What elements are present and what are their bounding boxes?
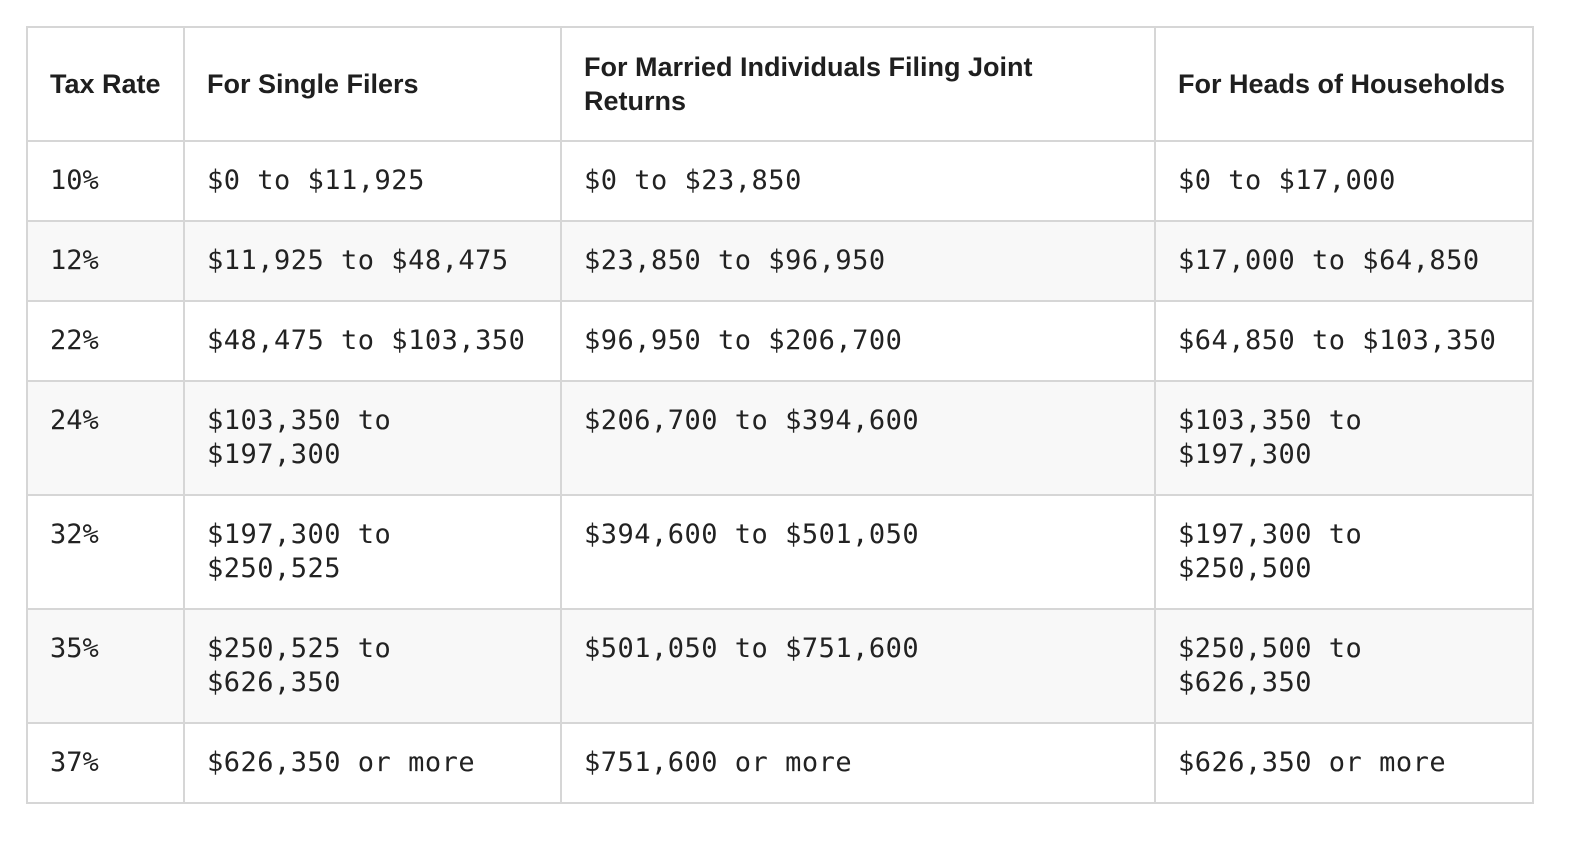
hoh-range-cell: $64,850 to $103,350: [1154, 300, 1534, 382]
header-tax-rate: Tax Rate: [26, 26, 185, 142]
single-range-cell: $48,475 to $103,350: [183, 300, 562, 382]
single-range-cell: $626,350 or more: [183, 722, 562, 804]
table-row: 10% $0 to $11,925 $0 to $23,850 $0 to $1…: [26, 140, 1534, 222]
single-range-cell: $103,350 to $197,300: [183, 380, 562, 496]
rate-cell: 32%: [26, 494, 185, 610]
table-header-row: Tax Rate For Single Filers For Married I…: [26, 26, 1534, 142]
rate-cell: 37%: [26, 722, 185, 804]
header-married-joint: For Married Individuals Filing Joint Ret…: [560, 26, 1156, 142]
single-range-cell: $197,300 to $250,525: [183, 494, 562, 610]
married-range-cell: $0 to $23,850: [560, 140, 1156, 222]
married-range-cell: $96,950 to $206,700: [560, 300, 1156, 382]
rate-cell: 12%: [26, 220, 185, 302]
hoh-range-cell: $626,350 or more: [1154, 722, 1534, 804]
hoh-range-cell: $103,350 to $197,300: [1154, 380, 1534, 496]
hoh-range-cell: $197,300 to $250,500: [1154, 494, 1534, 610]
single-range-cell: $250,525 to $626,350: [183, 608, 562, 724]
header-single-filers: For Single Filers: [183, 26, 562, 142]
tax-bracket-table: Tax Rate For Single Filers For Married I…: [26, 26, 1534, 804]
hoh-range-cell: $17,000 to $64,850: [1154, 220, 1534, 302]
table-row: 32% $197,300 to $250,525 $394,600 to $50…: [26, 494, 1534, 610]
rate-cell: 22%: [26, 300, 185, 382]
rate-cell: 24%: [26, 380, 185, 496]
single-range-cell: $0 to $11,925: [183, 140, 562, 222]
rate-cell: 10%: [26, 140, 185, 222]
table-row: 24% $103,350 to $197,300 $206,700 to $39…: [26, 380, 1534, 496]
table-row: 35% $250,525 to $626,350 $501,050 to $75…: [26, 608, 1534, 724]
married-range-cell: $23,850 to $96,950: [560, 220, 1156, 302]
married-range-cell: $751,600 or more: [560, 722, 1156, 804]
married-range-cell: $501,050 to $751,600: [560, 608, 1156, 724]
table-row: 22% $48,475 to $103,350 $96,950 to $206,…: [26, 300, 1534, 382]
table-row: 37% $626,350 or more $751,600 or more $6…: [26, 722, 1534, 804]
married-range-cell: $394,600 to $501,050: [560, 494, 1156, 610]
table-row: 12% $11,925 to $48,475 $23,850 to $96,95…: [26, 220, 1534, 302]
single-range-cell: $11,925 to $48,475: [183, 220, 562, 302]
rate-cell: 35%: [26, 608, 185, 724]
hoh-range-cell: $0 to $17,000: [1154, 140, 1534, 222]
hoh-range-cell: $250,500 to $626,350: [1154, 608, 1534, 724]
married-range-cell: $206,700 to $394,600: [560, 380, 1156, 496]
header-heads-of-households: For Heads of Households: [1154, 26, 1534, 142]
